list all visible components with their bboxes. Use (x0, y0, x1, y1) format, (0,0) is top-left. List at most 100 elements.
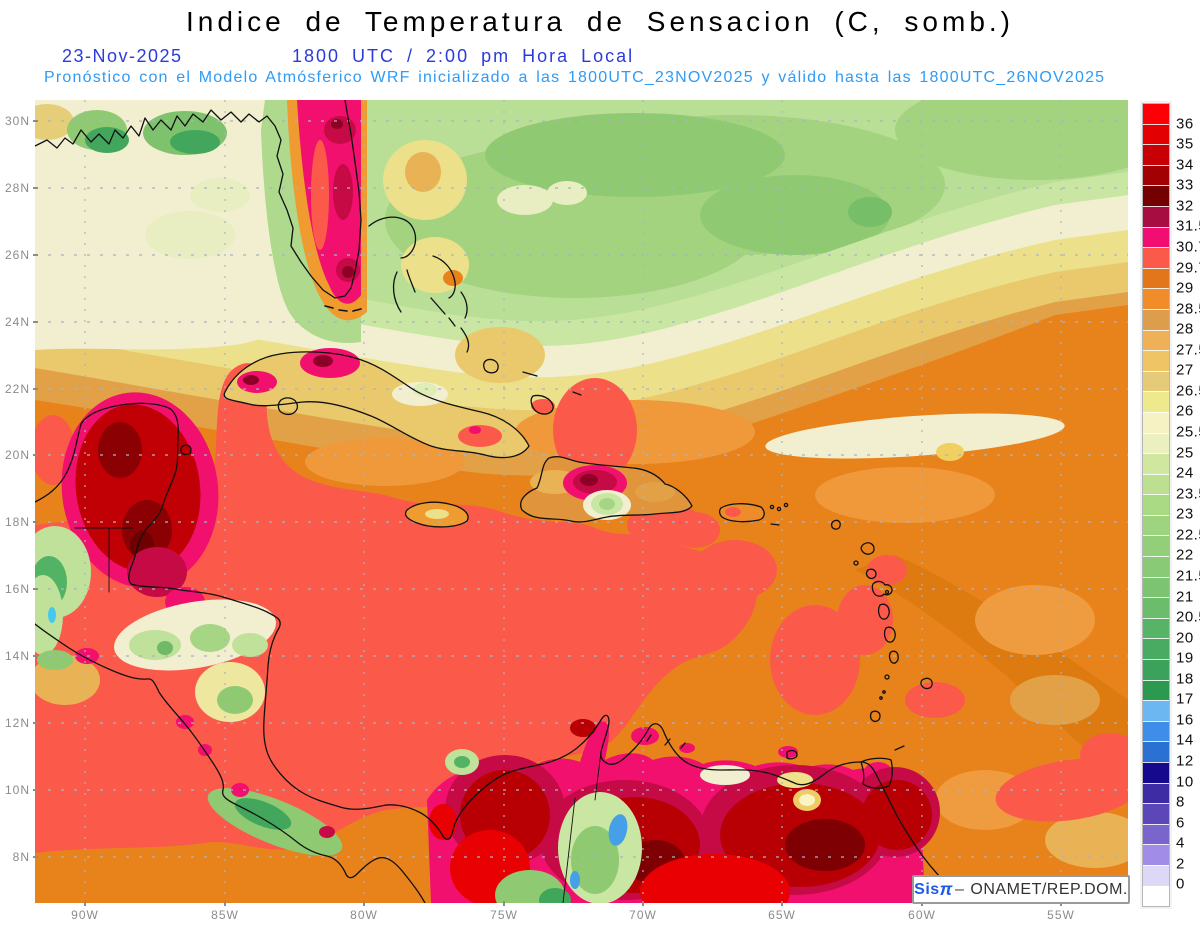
colorbar-label-20: 20 (1176, 629, 1194, 647)
colorbar-label-23: 23 (1176, 505, 1194, 523)
lon-label-60W: 60W (908, 908, 936, 922)
colorbar-label-12: 12 (1176, 752, 1194, 770)
colorbar-label-8: 8 (1176, 793, 1185, 811)
temperature-colorbar (1142, 103, 1170, 907)
dash-separator: – (954, 880, 965, 898)
lat-label-16N: 16N (4, 582, 30, 596)
colorbar-segment-15 (1143, 411, 1169, 433)
lat-tick (33, 521, 38, 523)
colorbar-segment-35 (1143, 823, 1169, 845)
colorbar-label-28: 28 (1176, 320, 1194, 338)
colorbar-segment-18 (1143, 473, 1169, 495)
colorbar-segment-24 (1143, 597, 1169, 618)
lat-label-18N: 18N (4, 515, 30, 529)
weather-map (19, 80, 1175, 927)
lon-label-70W: 70W (629, 908, 657, 922)
model-info-line: Pronóstico con el Modelo Atmósferico WRF… (44, 69, 1106, 86)
colorbar-segment-34 (1143, 803, 1169, 824)
lon-tick (781, 901, 783, 906)
colorbar-segment-19 (1143, 494, 1169, 515)
colorbar-label-19: 19 (1176, 649, 1194, 667)
lat-tick (33, 655, 38, 657)
colorbar-segment-13 (1143, 370, 1169, 392)
lat-label-8N: 8N (12, 850, 30, 864)
colorbar-label-27: 27 (1176, 361, 1194, 379)
colorbar-segment-16 (1143, 432, 1169, 454)
colorbar-label-4: 4 (1176, 834, 1185, 852)
colorbar-label-35: 35 (1176, 135, 1194, 153)
lat-tick (33, 588, 38, 590)
page-title: Indice de Temperatura de Sensacion (C, s… (185, 6, 1014, 37)
colorbar-segment-1 (1143, 123, 1169, 145)
colorbar-label-26: 26 (1176, 402, 1194, 420)
colorbar-segment-27 (1143, 659, 1169, 680)
colorbar-label-2: 2 (1176, 855, 1185, 873)
colorbar-label-29: 29 (1176, 279, 1194, 297)
lat-tick (33, 388, 38, 390)
colorbar-segment-21 (1143, 535, 1169, 557)
colorbar-label-6: 6 (1176, 814, 1185, 832)
colorbar-label-33: 33 (1176, 176, 1194, 194)
lat-tick (33, 454, 38, 456)
lon-label-75W: 75W (490, 908, 518, 922)
colorbar-segment-23 (1143, 576, 1169, 598)
forecast-time: 1800 UTC / 2:00 pm Hora Local (292, 46, 635, 66)
grid-lines (35, 100, 1128, 903)
lon-label-80W: 80W (350, 908, 378, 922)
lat-tick (33, 722, 38, 724)
colorbar-label-20.5: 20.5 (1176, 608, 1200, 626)
colorbar-segment-8 (1143, 267, 1169, 289)
colorbar-label-27.5: 27.5 (1176, 341, 1200, 359)
colorbar-segment-9 (1143, 288, 1169, 309)
colorbar-label-22: 22 (1176, 546, 1194, 564)
colorbar-segment-12 (1143, 350, 1169, 371)
lat-label-22N: 22N (4, 382, 30, 396)
colorbar-label-31.5: 31.5 (1176, 217, 1200, 235)
colorbar-label-36: 36 (1176, 115, 1194, 133)
brand-label: Sis (914, 880, 940, 898)
pi-symbol: π (939, 879, 953, 899)
colorbar-segment-37 (1143, 864, 1169, 886)
colorbar-segment-3 (1143, 164, 1169, 186)
lat-tick (33, 789, 38, 791)
colorbar-segment-14 (1143, 391, 1169, 412)
colorbar-label-28.5: 28.5 (1176, 300, 1200, 318)
colorbar-segment-32 (1143, 762, 1169, 783)
colorbar-segment-20 (1143, 514, 1169, 536)
lat-label-24N: 24N (4, 315, 30, 329)
colorbar-segment-25 (1143, 617, 1169, 639)
colorbar-segment-29 (1143, 700, 1169, 721)
lat-tick (33, 321, 38, 323)
lat-label-14N: 14N (4, 649, 30, 663)
lat-label-20N: 20N (4, 448, 30, 462)
colorbar-segment-33 (1143, 782, 1169, 804)
lat-tick (33, 254, 38, 256)
lat-label-26N: 26N (4, 248, 30, 262)
colorbar-segment-7 (1143, 247, 1169, 268)
lat-label-30N: 30N (4, 114, 30, 128)
colorbar-label-21.5: 21.5 (1176, 567, 1200, 585)
colorbar-segment-26 (1143, 638, 1169, 660)
colorbar-segment-28 (1143, 679, 1169, 701)
lon-tick (503, 901, 505, 906)
colorbar-segment-5 (1143, 205, 1169, 227)
lat-label-12N: 12N (4, 716, 30, 730)
lon-tick (363, 901, 365, 906)
colorbar-segment-2 (1143, 144, 1169, 165)
temperature-fill-layer (19, 80, 1175, 927)
colorbar-label-16: 16 (1176, 711, 1194, 729)
lon-label-65W: 65W (768, 908, 796, 922)
lat-tick (33, 187, 38, 189)
lon-label-90W: 90W (71, 908, 99, 922)
attribution-box: Sis π – ONAMET/REP.DOM. (912, 875, 1130, 904)
colorbar-label-22.5: 22.5 (1176, 526, 1200, 544)
colorbar-label-34: 34 (1176, 156, 1194, 174)
colorbar-label-29.7: 29.7 (1176, 259, 1200, 276)
org-label: ONAMET/REP.DOM. (970, 880, 1128, 898)
forecast-date: 23-Nov-2025 (62, 46, 183, 66)
lat-label-10N: 10N (4, 783, 30, 797)
colorbar-label-17: 17 (1176, 690, 1194, 708)
lon-tick (224, 901, 226, 906)
lat-tick (33, 856, 38, 858)
